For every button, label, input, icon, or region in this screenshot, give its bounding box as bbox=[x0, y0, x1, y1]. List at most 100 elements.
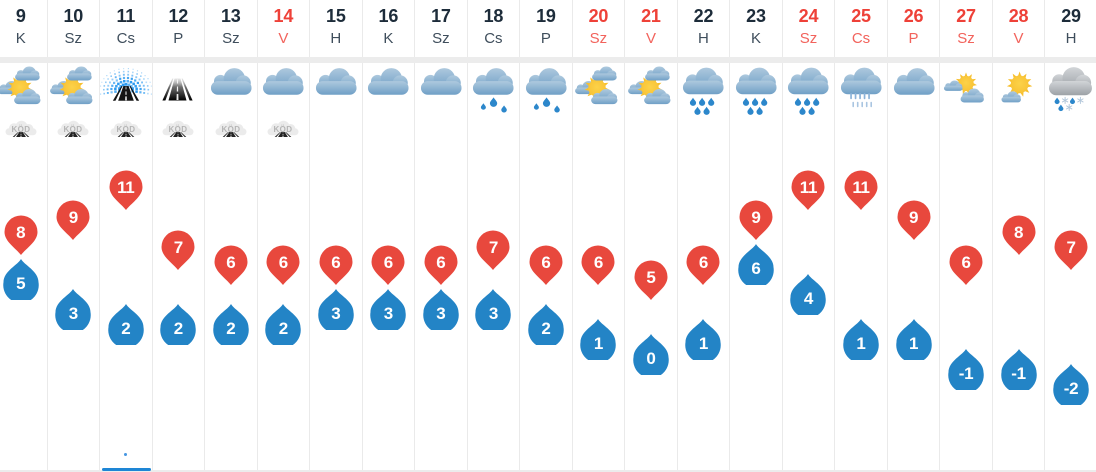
min-temp-pin: 3 bbox=[370, 289, 407, 330]
day-column[interactable]: 29 H 7 -2 bbox=[1045, 0, 1096, 472]
day-letter: Sz bbox=[64, 30, 83, 47]
day-letter: V bbox=[645, 30, 656, 47]
day-column[interactable]: 27 Sz 6 -1 bbox=[940, 0, 993, 472]
min-temp-value: 2 bbox=[541, 318, 551, 338]
day-column[interactable]: 12 P 7 2 bbox=[153, 0, 206, 472]
day-column[interactable]: 11 Cs 11 2 bbox=[100, 0, 153, 472]
day-column[interactable]: 26 P 9 1 bbox=[888, 0, 941, 472]
fog-warning-badge bbox=[266, 119, 300, 139]
day-letter: V bbox=[1013, 30, 1024, 47]
day-letter: Sz bbox=[957, 30, 975, 47]
day-column[interactable]: 19 P 6 2 bbox=[520, 0, 573, 472]
min-temp-value: 1 bbox=[698, 333, 709, 353]
day-letter: Sz bbox=[799, 30, 818, 47]
day-number: 20 bbox=[588, 6, 609, 26]
weather-icon-cloud bbox=[310, 64, 362, 116]
day-column[interactable]: 10 Sz 9 3 bbox=[48, 0, 101, 472]
day-column[interactable]: 25 Cs 11 1 bbox=[835, 0, 888, 472]
day-letter: V bbox=[278, 30, 289, 47]
min-temp-value: 3 bbox=[383, 303, 393, 323]
min-temp-value: 2 bbox=[278, 318, 288, 338]
fog-warning-badge bbox=[214, 119, 248, 139]
day-column[interactable]: 16 K 6 3 bbox=[363, 0, 416, 472]
day-number: 19 bbox=[536, 6, 556, 26]
weather-icon-cloud bbox=[257, 64, 309, 116]
day-column[interactable]: 15 H 6 3 bbox=[310, 0, 363, 472]
weather-icon-grey-cloud-sleet bbox=[1045, 64, 1096, 116]
day-column[interactable]: 21 V 5 0 bbox=[625, 0, 678, 472]
max-temp-value: 6 bbox=[961, 252, 971, 272]
max-temp-value: 6 bbox=[698, 252, 709, 272]
day-number: 17 bbox=[431, 6, 451, 26]
min-temp-pin: 2 bbox=[108, 304, 144, 345]
max-temp-value: 7 bbox=[173, 237, 183, 257]
max-temp-value: 6 bbox=[226, 252, 236, 272]
day-column[interactable]: 24 Sz 11 4 bbox=[783, 0, 836, 472]
day-number: 14 bbox=[273, 6, 294, 26]
day-column[interactable]: 9 K 8 5 bbox=[0, 0, 48, 472]
min-temp-value: 1 bbox=[856, 333, 866, 353]
day-letter: P bbox=[908, 30, 919, 47]
min-temp-value: 0 bbox=[646, 348, 656, 368]
max-temp-pin: 6 bbox=[214, 245, 248, 285]
weather-icon-cloud bbox=[205, 64, 257, 116]
min-temp-value: -2 bbox=[1063, 378, 1079, 398]
weather-icon-cloud-drops bbox=[467, 64, 519, 116]
max-temp-pin: 11 bbox=[791, 170, 825, 210]
max-temp-value: 6 bbox=[331, 252, 341, 272]
max-temp-value: 6 bbox=[383, 252, 393, 272]
weather-icon-cloud bbox=[362, 64, 414, 116]
day-number: 26 bbox=[903, 6, 924, 26]
max-temp-pin: 7 bbox=[161, 230, 195, 270]
max-temp-pin: 6 bbox=[266, 245, 300, 285]
max-temp-pin: 7 bbox=[1054, 230, 1088, 270]
fog-warning-badge bbox=[109, 119, 143, 139]
max-temp-value: 5 bbox=[646, 267, 656, 287]
max-temp-pin: 7 bbox=[476, 230, 510, 270]
day-column[interactable]: 14 V 6 2 bbox=[258, 0, 311, 472]
day-column[interactable]: 17 Sz 6 3 bbox=[415, 0, 468, 472]
day-letter: K bbox=[15, 30, 26, 47]
header-separator-band bbox=[0, 57, 1096, 63]
max-temp-value: 8 bbox=[16, 222, 26, 242]
day-letter: Cs bbox=[484, 30, 503, 47]
fog-warning-badge bbox=[56, 119, 90, 139]
max-temp-value: 9 bbox=[908, 207, 919, 227]
min-temp-pin: 1 bbox=[685, 319, 722, 360]
day-number: 9 bbox=[15, 6, 26, 26]
min-temp-pin: 0 bbox=[633, 334, 669, 375]
day-number: 28 bbox=[1008, 6, 1029, 26]
day-letter: K bbox=[383, 30, 394, 47]
max-temp-pin: 8 bbox=[1002, 215, 1036, 255]
max-temp-value: 6 bbox=[541, 252, 551, 272]
weather-icon-cloud-drizzle bbox=[835, 64, 887, 116]
day-number: 10 bbox=[63, 6, 84, 26]
day-letter: H bbox=[698, 30, 709, 47]
day-number: 12 bbox=[168, 6, 189, 26]
day-letter: Cs bbox=[116, 30, 135, 47]
day-column[interactable]: 22 H 6 1 bbox=[678, 0, 731, 472]
day-number: 25 bbox=[851, 6, 871, 26]
weather-icon-sun-clouds bbox=[47, 64, 99, 116]
fog-warning-badge bbox=[161, 119, 195, 139]
min-temp-pin: 3 bbox=[55, 289, 92, 330]
max-temp-value: 6 bbox=[436, 252, 446, 272]
min-temp-pin: 6 bbox=[738, 244, 774, 285]
day-column[interactable]: 23 K 9 6 bbox=[730, 0, 783, 472]
day-column[interactable]: 28 V 8 -1 bbox=[993, 0, 1046, 472]
max-temp-value: 11 bbox=[852, 177, 870, 197]
max-temp-pin: 6 bbox=[581, 245, 615, 285]
min-temp-value: 4 bbox=[803, 288, 814, 308]
day-column[interactable]: 13 Sz 6 2 bbox=[205, 0, 258, 472]
day-letter: H bbox=[330, 30, 342, 47]
day-column[interactable]: 18 Cs 7 3 bbox=[468, 0, 521, 472]
fog-warning-badge bbox=[4, 119, 38, 139]
min-temp-value: 1 bbox=[593, 333, 603, 353]
day-number: 21 bbox=[641, 6, 661, 26]
weather-icon-cloud-rain bbox=[730, 64, 782, 116]
weather-icon-cloud bbox=[888, 64, 940, 116]
max-temp-pin: 11 bbox=[844, 170, 878, 210]
weather-icon-cloud bbox=[415, 64, 467, 116]
day-column[interactable]: 20 Sz 6 1 bbox=[573, 0, 626, 472]
